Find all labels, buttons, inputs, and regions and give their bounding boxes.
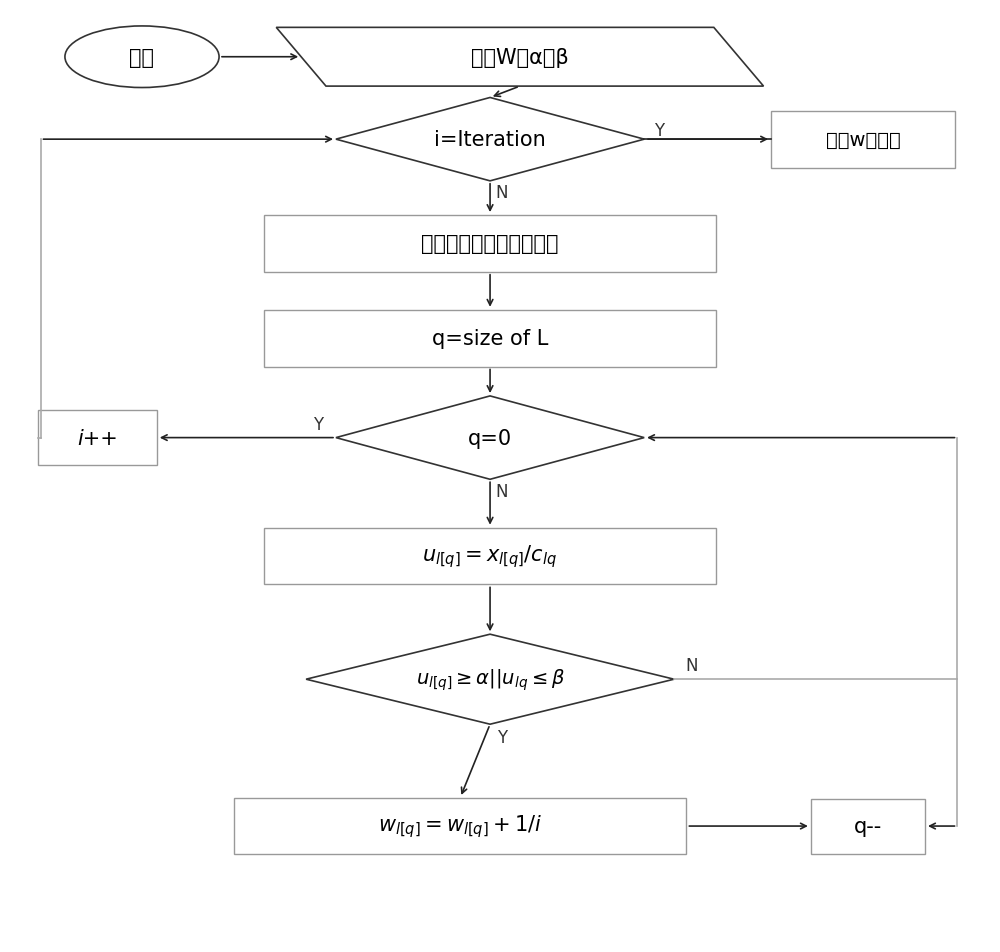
FancyBboxPatch shape: [234, 798, 686, 855]
Text: N: N: [496, 482, 508, 500]
Text: q--: q--: [854, 816, 882, 836]
Ellipse shape: [65, 27, 219, 89]
FancyBboxPatch shape: [811, 799, 925, 854]
Text: Y: Y: [654, 122, 664, 140]
Text: Y: Y: [313, 416, 323, 434]
Text: Y: Y: [497, 728, 507, 746]
FancyBboxPatch shape: [771, 111, 955, 169]
Text: i++: i++: [77, 428, 118, 448]
Polygon shape: [306, 635, 674, 724]
Text: q=size of L: q=size of L: [432, 328, 548, 348]
Polygon shape: [336, 396, 644, 480]
Text: 更新w，结束: 更新w，结束: [826, 130, 900, 149]
Text: $u_{l[q]}{\geq}\alpha||u_{lq}{\leq}\beta$: $u_{l[q]}{\geq}\alpha||u_{lq}{\leq}\beta…: [416, 666, 565, 692]
Text: 求各源到目的地的最短路: 求各源到目的地的最短路: [421, 234, 559, 254]
FancyBboxPatch shape: [264, 216, 716, 272]
Text: N: N: [686, 656, 698, 674]
Text: N: N: [496, 184, 508, 202]
Polygon shape: [276, 29, 764, 87]
FancyBboxPatch shape: [264, 528, 716, 585]
FancyBboxPatch shape: [38, 410, 157, 466]
Text: 开始: 开始: [130, 48, 154, 68]
FancyBboxPatch shape: [264, 310, 716, 367]
Text: $u_{l[q]}=x_{l[q]}/c_{lq}$: $u_{l[q]}=x_{l[q]}/c_{lq}$: [422, 543, 558, 570]
Text: i=Iteration: i=Iteration: [434, 130, 546, 150]
Text: 输入W、α，β: 输入W、α，β: [471, 48, 569, 68]
Text: $w_{l[q]}=w_{l[q]}+1/i$: $w_{l[q]}=w_{l[q]}+1/i$: [378, 813, 542, 840]
Text: q=0: q=0: [468, 428, 512, 448]
Polygon shape: [336, 98, 644, 182]
